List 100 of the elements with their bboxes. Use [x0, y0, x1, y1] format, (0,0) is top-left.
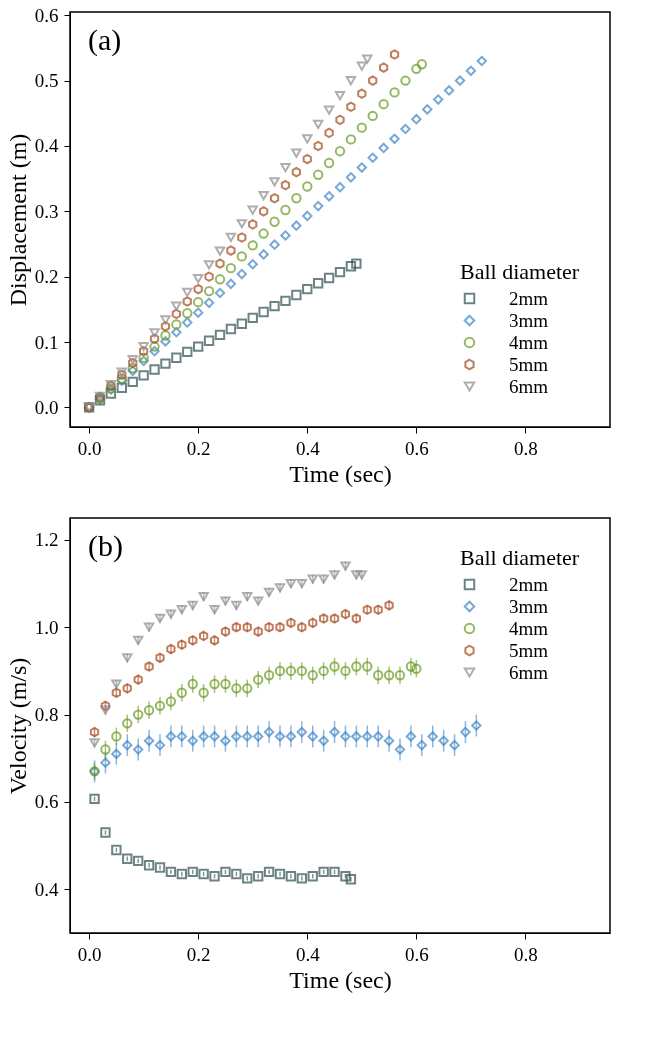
- point: [171, 327, 182, 338]
- point: [307, 871, 318, 882]
- x-tick-label: 0.8: [514, 943, 538, 965]
- point: [122, 683, 132, 694]
- point: [285, 578, 297, 589]
- y-tick-label: 0.6: [34, 791, 59, 813]
- point: [242, 622, 252, 633]
- point: [416, 59, 427, 70]
- point: [176, 731, 187, 742]
- point: [122, 718, 133, 729]
- point: [269, 300, 280, 312]
- point: [263, 670, 275, 681]
- point: [122, 739, 133, 751]
- point: [160, 330, 171, 341]
- legend-label: 2mm: [509, 573, 549, 595]
- x-tick-label: 0.2: [186, 437, 211, 459]
- y-tick-label: 0.2: [34, 266, 59, 288]
- point: [362, 661, 373, 672]
- x-tick-label: 0.4: [295, 943, 321, 965]
- point: [171, 308, 181, 320]
- point: [324, 127, 334, 139]
- point: [176, 868, 187, 880]
- point: [209, 871, 220, 882]
- point: [334, 181, 346, 193]
- point: [334, 146, 346, 157]
- point: [160, 358, 171, 369]
- point: [187, 678, 198, 690]
- point: [198, 868, 209, 880]
- point: [362, 54, 373, 64]
- point: [231, 622, 241, 633]
- point: [291, 289, 302, 301]
- point: [165, 866, 177, 878]
- point: [253, 626, 263, 637]
- point: [247, 259, 258, 270]
- point: [400, 123, 411, 135]
- point: [373, 731, 384, 742]
- point: [319, 613, 329, 624]
- point: [171, 319, 182, 330]
- point: [122, 853, 133, 864]
- point: [280, 230, 291, 241]
- point: [405, 661, 417, 672]
- point: [225, 263, 237, 274]
- point: [187, 600, 198, 610]
- point: [368, 75, 378, 86]
- point: [465, 65, 477, 76]
- point: [236, 219, 247, 229]
- point: [302, 181, 313, 192]
- point: [443, 85, 455, 96]
- point: [394, 670, 406, 681]
- point: [133, 674, 143, 685]
- point: [329, 661, 340, 672]
- point: [236, 268, 247, 280]
- point: [182, 296, 192, 307]
- point: [285, 871, 297, 882]
- point: [193, 283, 203, 295]
- point: [411, 63, 422, 75]
- point: [291, 148, 302, 158]
- point: [416, 739, 427, 751]
- point: [139, 346, 149, 357]
- point: [236, 318, 247, 329]
- point: [154, 700, 166, 712]
- point: [340, 561, 351, 571]
- point: [149, 333, 160, 344]
- point: [334, 91, 346, 101]
- point: [476, 55, 487, 67]
- point: [351, 258, 362, 269]
- point: [345, 76, 357, 86]
- point: [356, 570, 367, 580]
- point: [133, 635, 144, 645]
- point: [220, 866, 231, 878]
- point: [334, 266, 346, 278]
- point: [220, 596, 231, 606]
- point: [383, 670, 395, 681]
- point: [291, 166, 301, 178]
- point: [171, 352, 182, 363]
- point: [340, 665, 351, 677]
- point: [259, 206, 269, 217]
- point: [203, 260, 215, 270]
- legend-label: 4mm: [509, 331, 549, 353]
- point: [198, 731, 209, 742]
- legend-label: 6mm: [509, 375, 549, 397]
- point: [165, 731, 177, 742]
- point: [100, 757, 111, 768]
- point: [193, 307, 204, 318]
- point: [231, 683, 242, 694]
- point: [182, 308, 193, 319]
- x-tick-label: 0.4: [295, 437, 321, 459]
- point: [225, 278, 237, 290]
- point: [362, 604, 372, 615]
- y-axis-title: Displacement (m): [4, 133, 31, 307]
- point: [296, 726, 307, 738]
- point: [373, 670, 384, 681]
- point: [149, 364, 160, 375]
- point: [356, 61, 367, 71]
- legend-label: 6mm: [509, 661, 549, 683]
- point: [356, 122, 367, 133]
- point: [302, 134, 313, 144]
- point: [242, 731, 253, 742]
- point: [313, 119, 324, 130]
- annotation: (b): [88, 529, 123, 563]
